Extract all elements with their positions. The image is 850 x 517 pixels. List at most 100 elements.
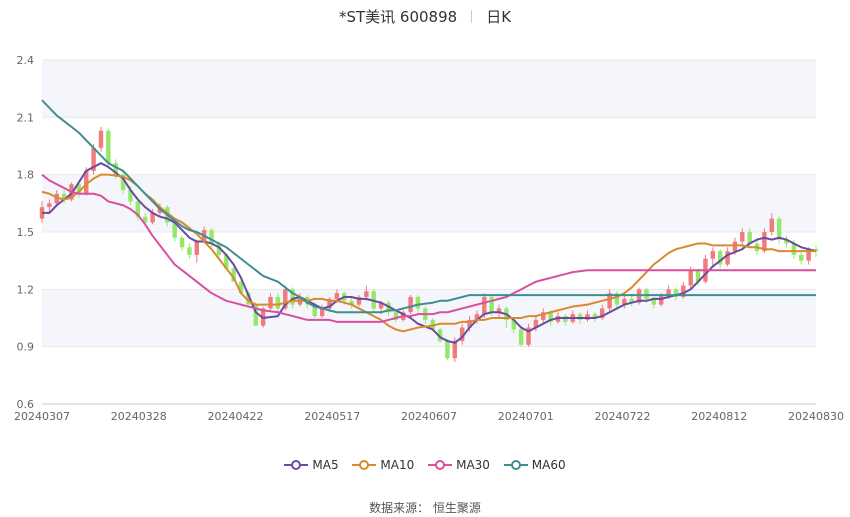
y-axis: 2.4 2.1 1.8 1.5 1.2 0.9 0.6 <box>17 54 35 411</box>
candle-body <box>666 289 671 296</box>
legend: MA5 MA10 MA30 MA60 <box>0 458 850 473</box>
candle-body <box>224 254 229 269</box>
candle-body <box>791 243 797 255</box>
x-tick-label: 20240328 <box>111 410 167 423</box>
ma-line-ma5 <box>42 162 817 344</box>
ma-line-ma10 <box>41 173 816 333</box>
candle-body <box>231 268 236 282</box>
candle-body <box>246 293 251 305</box>
candle-body <box>474 314 480 320</box>
legend-item-ma5[interactable]: MA5 <box>284 458 339 472</box>
legend-item-ma30[interactable]: MA30 <box>428 458 490 472</box>
candle-body <box>106 130 111 164</box>
candle-body <box>695 270 701 282</box>
kline-chart[interactable]: 2.42.11.81.51.20.90.6 20240307 20240328 20… <box>0 0 850 450</box>
legend-label-ma5: MA5 <box>312 458 339 472</box>
candle-body <box>445 340 450 359</box>
legend-swatch-ma10 <box>352 460 377 470</box>
candle-body <box>283 289 288 309</box>
candle-body <box>710 251 716 259</box>
candle-body <box>673 289 679 297</box>
candle-body <box>518 329 524 345</box>
candle-body <box>806 249 811 261</box>
candle-body <box>142 216 148 223</box>
chart-header: *ST美讯 600898 日K <box>0 6 850 27</box>
candle-body <box>725 251 730 265</box>
plot-band <box>42 289 816 347</box>
legend-label-ma10: MA10 <box>380 458 415 472</box>
candle-body <box>688 270 693 286</box>
plot-background <box>42 60 816 347</box>
candle-body <box>607 293 612 309</box>
legend-item-ma60[interactable]: MA60 <box>503 458 566 472</box>
candle-body <box>533 319 539 328</box>
candle-body <box>681 285 686 297</box>
candle-body <box>253 304 258 326</box>
chart-period[interactable]: 日K <box>486 8 512 26</box>
candle-body <box>747 232 752 244</box>
candle-body <box>275 296 281 309</box>
y-tick-label: 0.6 <box>17 398 35 411</box>
candle-body <box>334 293 340 299</box>
candle-body <box>364 291 369 297</box>
candle-body <box>194 241 200 255</box>
candle-body <box>187 247 192 255</box>
candle-body <box>776 218 782 240</box>
candle-body <box>717 251 723 265</box>
candle-body <box>319 308 325 317</box>
legend-item-ma10[interactable]: MA10 <box>352 458 414 472</box>
candle-body <box>541 312 546 320</box>
candle-body <box>415 296 421 309</box>
candle-body <box>526 327 531 345</box>
candle-body <box>548 312 553 322</box>
candle-body <box>120 174 126 190</box>
candle-body <box>482 296 487 315</box>
y-tick-label: 0.9 <box>17 341 35 354</box>
legend-label-ma30: MA30 <box>456 458 490 472</box>
y-tick-label: 1.8 <box>17 169 35 182</box>
candle-body <box>47 203 52 208</box>
gridlines <box>42 59 816 405</box>
ma-line-ma30 <box>41 173 816 323</box>
candle-body <box>769 218 774 232</box>
candle-body <box>467 319 472 328</box>
candle-body <box>799 254 804 261</box>
candle-body <box>511 319 516 330</box>
candle-body <box>179 237 185 248</box>
candle-body <box>452 340 458 359</box>
x-tick-label: 20240830 <box>788 410 844 423</box>
candle-body <box>128 189 133 202</box>
x-tick-label: 20240812 <box>691 410 747 423</box>
y-tick-label: 1.5 <box>17 226 35 239</box>
legend-label-ma60: MA60 <box>531 458 566 472</box>
chart-title: *ST美讯 600898 <box>338 8 458 26</box>
candle-body <box>135 201 141 217</box>
candle-body <box>238 281 244 294</box>
candle-body <box>651 298 657 305</box>
candle-body <box>61 193 67 200</box>
candle-body <box>496 308 502 313</box>
candle-body <box>393 312 399 320</box>
legend-swatch-ma30 <box>428 460 453 470</box>
candle-body <box>290 289 295 305</box>
x-tick-label: 20240307 <box>14 410 70 423</box>
candle-body <box>459 327 465 341</box>
candle-body <box>762 232 767 252</box>
title-separator <box>471 10 473 23</box>
candle-body <box>91 147 96 171</box>
legend-swatch-ma5 <box>284 460 309 470</box>
candle-body <box>437 329 443 341</box>
candle-body <box>349 300 354 305</box>
candle-body <box>378 302 384 309</box>
candle-body <box>327 298 332 309</box>
candle-body <box>784 239 789 244</box>
x-axis: 20240307 20240328 20240422 20240517 20240607… <box>14 403 844 423</box>
candle-body <box>150 212 155 223</box>
candle-body <box>98 130 104 148</box>
x-tick-label: 20240517 <box>304 410 360 423</box>
candle-body <box>312 304 317 317</box>
ma-line-ma60 <box>41 99 816 314</box>
x-tick-label: 20240701 <box>498 410 554 423</box>
x-tick-label: 20240607 <box>401 410 457 423</box>
plot-band <box>42 174 816 232</box>
